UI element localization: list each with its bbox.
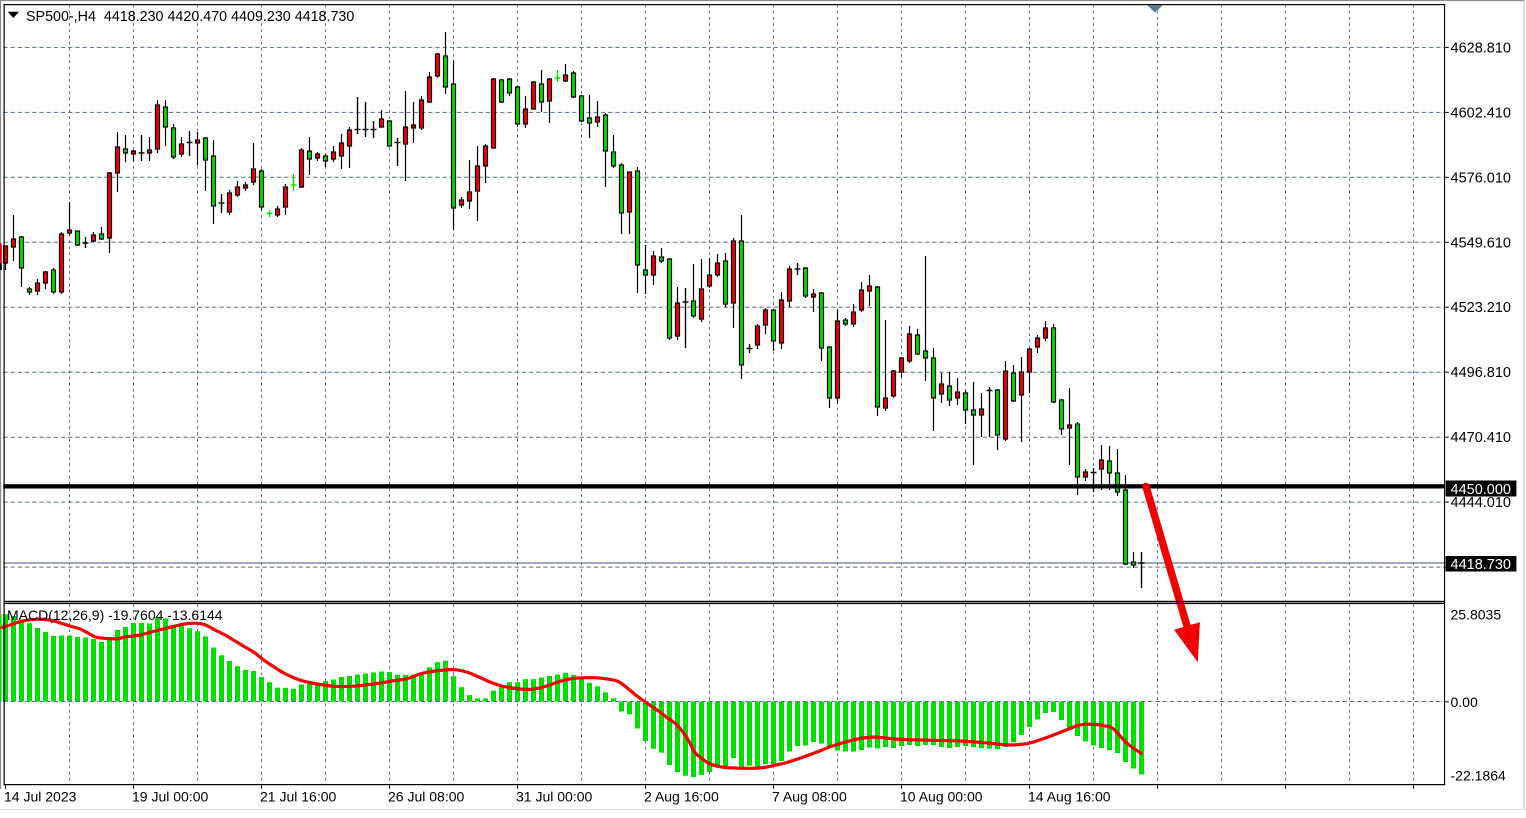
svg-text:4628.810: 4628.810 (1451, 40, 1511, 56)
svg-text:14 Jul 2023: 14 Jul 2023 (4, 789, 77, 805)
svg-text:14 Aug 16:00: 14 Aug 16:00 (1028, 789, 1111, 805)
svg-text:4602.410: 4602.410 (1451, 105, 1511, 121)
svg-text:4444.010: 4444.010 (1451, 495, 1511, 511)
svg-text:4576.010: 4576.010 (1451, 170, 1511, 186)
svg-text:31 Jul 00:00: 31 Jul 00:00 (516, 789, 592, 805)
svg-text:MACD(12,26,9) -19.7604 -13.614: MACD(12,26,9) -19.7604 -13.6144 (7, 607, 223, 623)
svg-text:10 Aug 00:00: 10 Aug 00:00 (900, 789, 983, 805)
svg-text:4549.610: 4549.610 (1451, 235, 1511, 251)
svg-text:2 Aug 16:00: 2 Aug 16:00 (644, 789, 719, 805)
svg-text:4418.730: 4418.730 (1451, 557, 1511, 573)
svg-text:4523.210: 4523.210 (1451, 300, 1511, 316)
svg-text:-22.1864: -22.1864 (1451, 767, 1506, 783)
svg-text:0.00: 0.00 (1451, 694, 1478, 710)
svg-text:SP500-,H4 4418.230 4420.470 4: SP500-,H4 4418.230 4420.470 4409.230 441… (26, 9, 354, 25)
svg-text:26 Jul 08:00: 26 Jul 08:00 (388, 789, 464, 805)
svg-text:4470.410: 4470.410 (1451, 430, 1511, 446)
svg-text:21 Jul 16:00: 21 Jul 16:00 (260, 789, 336, 805)
svg-text:4450.000: 4450.000 (1451, 482, 1511, 498)
svg-text:25.8035: 25.8035 (1451, 606, 1502, 622)
svg-text:7 Aug 08:00: 7 Aug 08:00 (772, 789, 847, 805)
svg-text:4496.810: 4496.810 (1451, 365, 1511, 381)
svg-text:19 Jul 00:00: 19 Jul 00:00 (132, 789, 208, 805)
